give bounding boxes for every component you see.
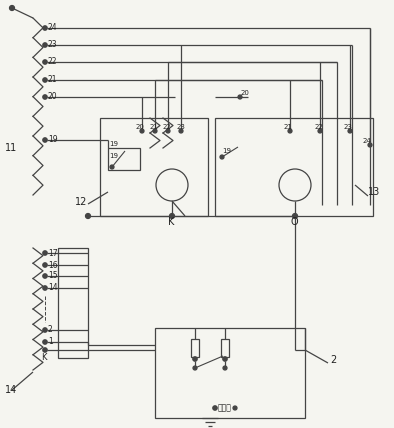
Circle shape <box>43 95 47 99</box>
Circle shape <box>43 60 47 64</box>
Circle shape <box>220 155 224 159</box>
Circle shape <box>179 129 183 133</box>
Text: 22: 22 <box>48 56 58 65</box>
Text: 24: 24 <box>48 23 58 32</box>
Text: 20: 20 <box>241 90 250 96</box>
Circle shape <box>85 214 91 219</box>
Circle shape <box>43 348 47 352</box>
Text: 14: 14 <box>5 385 17 395</box>
Text: 23: 23 <box>344 124 353 130</box>
Bar <box>155 328 305 418</box>
Text: 24: 24 <box>363 138 372 144</box>
Bar <box>191 339 199 357</box>
Circle shape <box>318 129 322 133</box>
Circle shape <box>43 138 47 142</box>
Text: 19: 19 <box>222 148 231 154</box>
Text: 21: 21 <box>150 124 159 130</box>
Circle shape <box>43 328 47 332</box>
Circle shape <box>43 26 47 30</box>
Bar <box>108 148 140 170</box>
Circle shape <box>43 274 47 278</box>
Text: 19: 19 <box>48 134 58 143</box>
Text: 2: 2 <box>330 355 336 365</box>
Text: 21: 21 <box>284 124 293 130</box>
Bar <box>215 118 373 216</box>
Circle shape <box>288 129 292 133</box>
Circle shape <box>140 129 144 133</box>
Text: 19: 19 <box>109 153 118 159</box>
Text: 中性点: 中性点 <box>218 404 232 413</box>
Circle shape <box>43 78 47 82</box>
Circle shape <box>153 129 157 133</box>
Circle shape <box>368 143 372 147</box>
Text: 13: 13 <box>368 187 380 197</box>
Text: K: K <box>168 217 175 227</box>
Text: 11: 11 <box>5 143 17 153</box>
Text: 19: 19 <box>109 141 118 147</box>
Circle shape <box>223 357 227 361</box>
Circle shape <box>43 263 47 267</box>
Circle shape <box>166 129 170 133</box>
Circle shape <box>110 165 114 169</box>
Text: 1: 1 <box>48 338 53 347</box>
Bar <box>58 248 88 358</box>
Circle shape <box>169 214 175 219</box>
Text: 15: 15 <box>48 271 58 280</box>
Circle shape <box>238 95 242 99</box>
Text: O: O <box>291 217 299 227</box>
Circle shape <box>193 366 197 370</box>
Circle shape <box>43 286 47 290</box>
Text: 21: 21 <box>48 74 58 83</box>
Text: 16: 16 <box>48 261 58 270</box>
Circle shape <box>233 406 237 410</box>
Text: 2: 2 <box>48 326 53 335</box>
Text: 20: 20 <box>48 92 58 101</box>
Circle shape <box>43 43 47 47</box>
Text: K: K <box>41 353 46 362</box>
Circle shape <box>9 6 15 11</box>
Text: 23: 23 <box>177 124 186 130</box>
Text: 12: 12 <box>75 197 87 207</box>
Text: 20: 20 <box>136 124 145 130</box>
Circle shape <box>43 251 47 255</box>
Circle shape <box>292 214 297 219</box>
Text: 14: 14 <box>48 283 58 292</box>
Text: 22: 22 <box>315 124 324 130</box>
Circle shape <box>193 357 197 361</box>
Circle shape <box>223 366 227 370</box>
Text: 23: 23 <box>48 39 58 48</box>
Circle shape <box>43 340 47 344</box>
Circle shape <box>348 129 352 133</box>
Text: 17: 17 <box>48 249 58 258</box>
Circle shape <box>213 406 217 410</box>
Bar <box>100 118 208 216</box>
Text: 22: 22 <box>163 124 172 130</box>
Bar <box>221 339 229 357</box>
